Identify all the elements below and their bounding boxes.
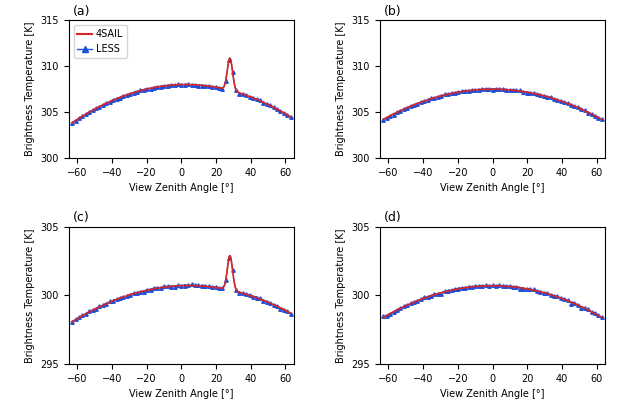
4SAIL bbox=[287, 115, 295, 119]
Line: 4SAIL: 4SAIL bbox=[72, 256, 291, 322]
4SAIL bbox=[226, 253, 233, 258]
4SAIL bbox=[559, 99, 567, 104]
Line: 4SAIL: 4SAIL bbox=[383, 89, 602, 119]
Line: 4SAIL: 4SAIL bbox=[72, 58, 291, 123]
Text: (d): (d) bbox=[384, 211, 402, 224]
Line: 4SAIL: 4SAIL bbox=[383, 285, 602, 317]
4SAIL bbox=[510, 284, 517, 289]
4SAIL bbox=[198, 283, 206, 288]
4SAIL bbox=[598, 315, 605, 320]
4SAIL bbox=[282, 112, 290, 117]
Text: (a): (a) bbox=[73, 4, 90, 18]
X-axis label: View Zenith Angle [°]: View Zenith Angle [°] bbox=[441, 183, 545, 193]
Text: (c): (c) bbox=[73, 211, 90, 224]
4SAIL bbox=[187, 283, 194, 288]
Text: (b): (b) bbox=[384, 4, 402, 18]
4SAIL bbox=[593, 115, 601, 119]
4SAIL bbox=[498, 283, 505, 288]
X-axis label: View Zenith Angle [°]: View Zenith Angle [°] bbox=[129, 389, 233, 399]
4SAIL bbox=[198, 83, 206, 88]
4SAIL bbox=[172, 82, 180, 87]
Y-axis label: Brightness Temperature [K]: Brightness Temperature [K] bbox=[25, 22, 35, 156]
4SAIL bbox=[379, 117, 387, 122]
Y-axis label: Brightness Temperature [K]: Brightness Temperature [K] bbox=[25, 228, 35, 362]
4SAIL bbox=[498, 87, 505, 92]
4SAIL bbox=[282, 308, 290, 313]
4SAIL bbox=[559, 297, 567, 301]
4SAIL bbox=[489, 283, 496, 288]
4SAIL bbox=[485, 87, 492, 92]
4SAIL bbox=[173, 283, 181, 288]
4SAIL bbox=[69, 120, 76, 125]
X-axis label: View Zenith Angle [°]: View Zenith Angle [°] bbox=[129, 183, 233, 193]
Y-axis label: Brightness Temperature [K]: Brightness Temperature [K] bbox=[336, 228, 346, 362]
4SAIL bbox=[226, 56, 233, 61]
Y-axis label: Brightness Temperature [K]: Brightness Temperature [K] bbox=[336, 22, 346, 156]
4SAIL bbox=[485, 283, 492, 288]
4SAIL bbox=[69, 319, 76, 324]
X-axis label: View Zenith Angle [°]: View Zenith Angle [°] bbox=[441, 389, 545, 399]
4SAIL bbox=[172, 283, 180, 288]
4SAIL bbox=[248, 294, 255, 299]
4SAIL bbox=[598, 117, 605, 122]
4SAIL bbox=[173, 82, 181, 87]
4SAIL bbox=[510, 88, 517, 93]
Legend: 4SAIL, LESS: 4SAIL, LESS bbox=[74, 25, 127, 58]
4SAIL bbox=[484, 87, 491, 92]
4SAIL bbox=[287, 311, 295, 316]
4SAIL bbox=[187, 82, 194, 87]
4SAIL bbox=[489, 87, 496, 92]
4SAIL bbox=[379, 315, 387, 320]
4SAIL bbox=[593, 312, 601, 317]
4SAIL bbox=[484, 283, 491, 288]
4SAIL bbox=[248, 95, 255, 100]
